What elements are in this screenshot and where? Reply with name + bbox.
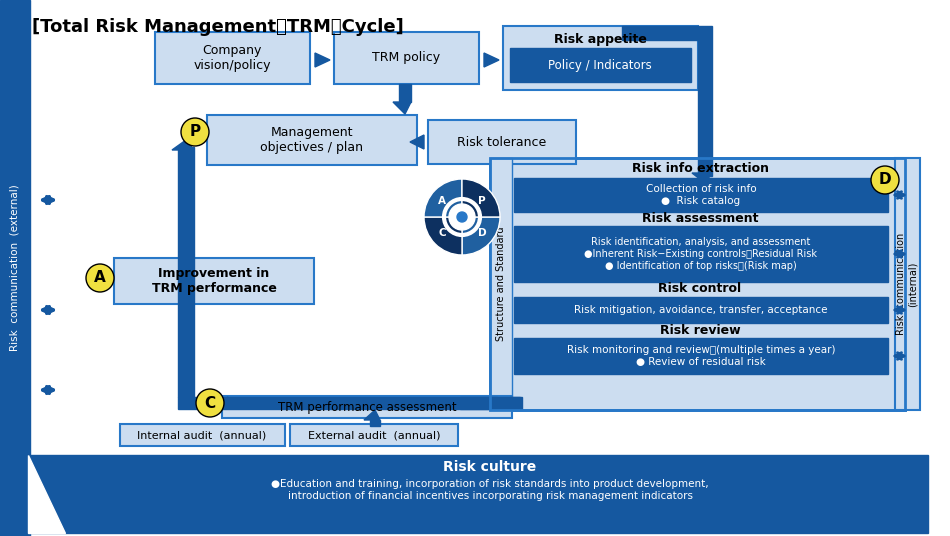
Bar (28, 455, 928, 533)
Bar (178, 147, 194, 397)
Text: Risk info extraction: Risk info extraction (632, 162, 769, 175)
Text: Company
vision/policy: Company vision/policy (193, 44, 271, 72)
Text: Policy / Indicators: Policy / Indicators (548, 58, 652, 71)
Text: TRM performance assessment: TRM performance assessment (277, 400, 456, 413)
Circle shape (457, 212, 467, 222)
Bar (510, 397, 522, 409)
Text: Risk  communication  (external): Risk communication (external) (10, 184, 20, 352)
Bar (428, 120, 576, 164)
Text: Internal audit  (annual): Internal audit (annual) (138, 430, 267, 440)
Circle shape (86, 264, 114, 292)
Circle shape (449, 204, 475, 230)
Text: C: C (438, 228, 446, 238)
Polygon shape (692, 173, 712, 183)
Text: C: C (204, 396, 216, 411)
Bar (514, 338, 888, 374)
Text: P: P (478, 196, 485, 206)
Text: Improvement in
TRM performance: Improvement in TRM performance (152, 267, 276, 295)
Bar (178, 397, 213, 409)
Bar (510, 48, 691, 82)
Bar (490, 158, 905, 410)
Text: A: A (94, 271, 105, 286)
Text: TRM policy: TRM policy (372, 51, 440, 64)
Text: Collection of risk info
●  Risk catalog: Collection of risk info ● Risk catalog (646, 184, 756, 206)
Bar (399, 84, 411, 102)
Text: Structure and Standard: Structure and Standard (496, 227, 506, 341)
Bar (503, 26, 698, 90)
Wedge shape (424, 217, 462, 255)
Text: External audit  (annual): External audit (annual) (308, 430, 440, 440)
Bar (490, 158, 905, 410)
Text: Risk identification, analysis, and assessment
●Inherent Risk−Existing controls＝R: Risk identification, analysis, and asses… (584, 237, 818, 271)
Bar (370, 420, 380, 426)
Bar (514, 226, 888, 282)
Polygon shape (364, 410, 380, 420)
Circle shape (871, 166, 899, 194)
Bar (222, 396, 512, 418)
Polygon shape (410, 135, 424, 149)
Wedge shape (462, 217, 500, 255)
Wedge shape (462, 179, 500, 217)
Polygon shape (393, 102, 411, 114)
Circle shape (196, 389, 224, 417)
Text: [Total Risk Management（TRM）Cycle]: [Total Risk Management（TRM）Cycle] (32, 18, 404, 36)
Bar (222, 397, 497, 409)
Polygon shape (172, 140, 194, 150)
Text: Risk assessment: Risk assessment (642, 212, 758, 225)
Text: Risk  communication
(internal): Risk communication (internal) (896, 233, 918, 335)
Polygon shape (484, 53, 499, 67)
Text: Risk monitoring and review　(multiple times a year)
● Review of residual risk: Risk monitoring and review (multiple tim… (567, 345, 835, 367)
Bar (120, 424, 285, 446)
Text: Risk review: Risk review (659, 324, 740, 337)
Polygon shape (216, 397, 228, 409)
Bar (514, 178, 888, 212)
Bar (490, 158, 512, 410)
Text: Risk appetite: Risk appetite (554, 33, 646, 47)
Bar (698, 26, 712, 176)
Text: D: D (879, 173, 891, 188)
Wedge shape (424, 179, 462, 217)
Bar (290, 424, 458, 446)
Text: Risk mitigation, avoidance, transfer, acceptance: Risk mitigation, avoidance, transfer, ac… (574, 305, 827, 315)
Text: A: A (438, 196, 446, 206)
Bar (0, 0, 30, 536)
Bar (460, 397, 520, 409)
Bar (155, 32, 310, 84)
Text: ●Education and training, incorporation of risk standards into product developmen: ●Education and training, incorporation o… (271, 479, 709, 501)
Bar (207, 115, 417, 165)
Text: Risk control: Risk control (658, 282, 742, 295)
Circle shape (181, 118, 209, 146)
Bar (622, 26, 698, 40)
Text: D: D (478, 228, 486, 238)
Bar (895, 158, 920, 410)
Text: Management
objectives / plan: Management objectives / plan (260, 126, 364, 154)
Text: Risk tolerance: Risk tolerance (457, 136, 546, 148)
Bar (334, 32, 479, 84)
Text: P: P (189, 124, 200, 139)
Polygon shape (315, 53, 330, 67)
Bar (514, 297, 888, 323)
Bar (114, 258, 314, 304)
Text: Risk culture: Risk culture (444, 460, 537, 474)
Polygon shape (28, 455, 65, 533)
